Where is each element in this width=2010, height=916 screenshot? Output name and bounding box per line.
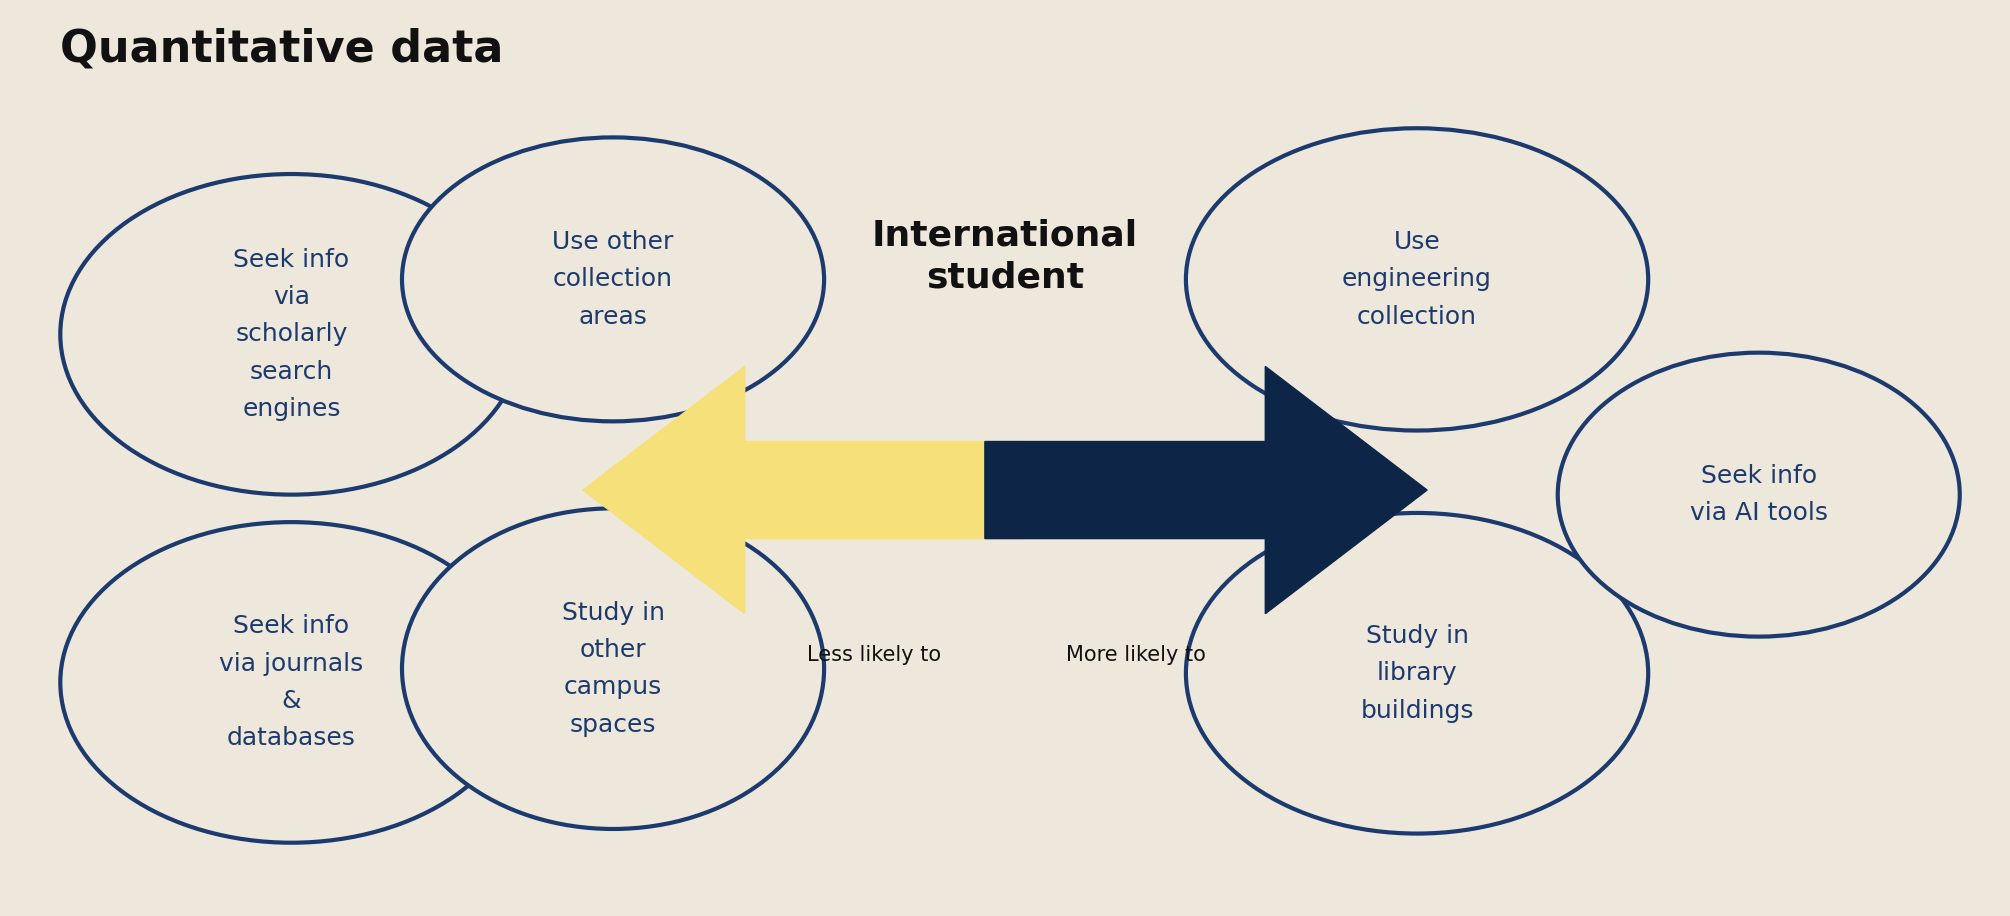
Text: International
student: International student: [872, 218, 1138, 295]
Text: Seek info
via journals
&
databases: Seek info via journals & databases: [219, 615, 364, 750]
Text: Use
engineering
collection: Use engineering collection: [1343, 230, 1491, 329]
Ellipse shape: [1186, 513, 1648, 834]
Text: Seek info
via
scholarly
search
engines: Seek info via scholarly search engines: [233, 247, 350, 421]
FancyArrow shape: [583, 366, 1025, 614]
Ellipse shape: [1558, 353, 1960, 637]
Text: Seek info
via AI tools: Seek info via AI tools: [1690, 464, 1827, 525]
Text: Study in
other
campus
spaces: Study in other campus spaces: [561, 601, 665, 736]
Text: Less likely to: Less likely to: [808, 645, 941, 665]
Text: Use other
collection
areas: Use other collection areas: [553, 230, 673, 329]
Text: Study in
library
buildings: Study in library buildings: [1361, 624, 1473, 723]
FancyArrow shape: [985, 366, 1427, 614]
Ellipse shape: [402, 508, 824, 829]
Ellipse shape: [1186, 128, 1648, 431]
Text: Quantitative data: Quantitative data: [60, 27, 505, 71]
Text: More likely to: More likely to: [1065, 645, 1206, 665]
Ellipse shape: [402, 137, 824, 421]
Ellipse shape: [60, 522, 523, 843]
Ellipse shape: [60, 174, 523, 495]
